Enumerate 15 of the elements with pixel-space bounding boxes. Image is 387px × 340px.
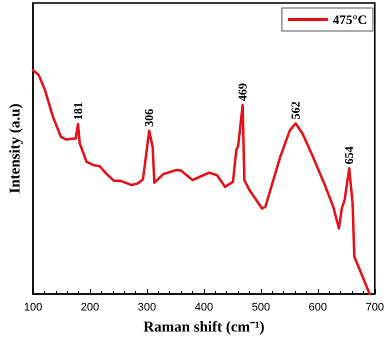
annotation: 654 xyxy=(342,146,356,164)
x-axis-title: Raman shift (cm⁻¹) xyxy=(143,320,264,336)
legend-label: 475°C xyxy=(332,12,368,27)
x-tick-label: 500 xyxy=(252,302,270,314)
annotation: 562 xyxy=(288,101,303,120)
x-tick-label: 600 xyxy=(308,302,328,314)
x-tick-label: 700 xyxy=(366,302,384,314)
x-tick-label: 100 xyxy=(24,302,42,314)
x-tick-label: 300 xyxy=(138,302,156,314)
annotation: 181 xyxy=(71,102,86,120)
x-tick-label: 200 xyxy=(80,302,100,314)
annotation: 469 xyxy=(236,83,250,102)
annotation: 306 xyxy=(142,108,156,127)
x-tick-label: 400 xyxy=(194,302,214,314)
y-axis-title: Intensity (a.u) xyxy=(8,103,24,194)
